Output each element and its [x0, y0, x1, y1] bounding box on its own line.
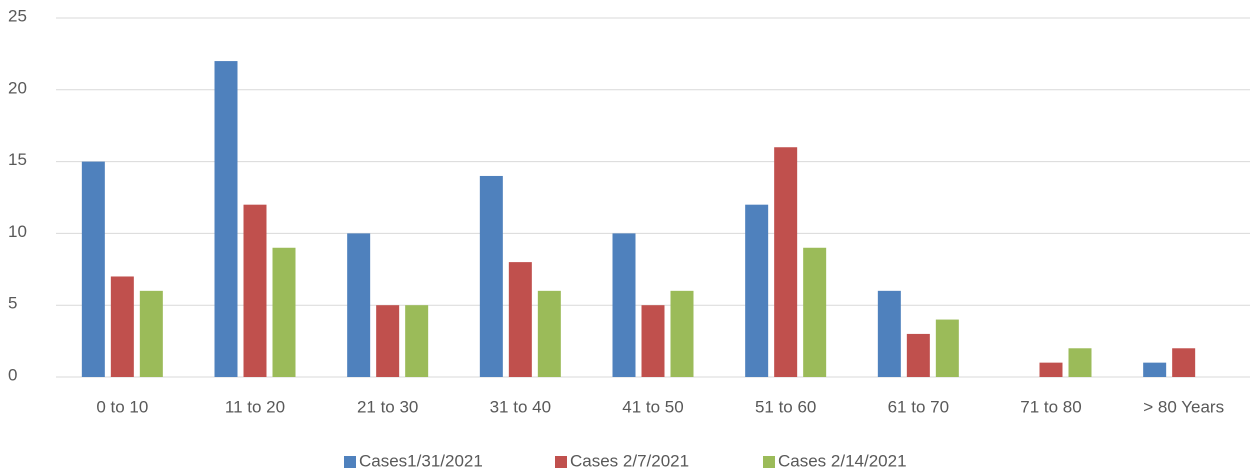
bar — [641, 305, 665, 377]
legend-label: Cases 2/7/2021 — [570, 451, 689, 470]
y-tick-label: 5 — [8, 294, 17, 313]
x-tick-label: > 80 Years — [1143, 397, 1224, 416]
bar — [612, 233, 636, 377]
bar — [110, 276, 134, 377]
x-tick-label: 11 to 20 — [225, 397, 285, 416]
bar — [81, 161, 105, 377]
x-tick-label: 0 to 10 — [96, 397, 148, 416]
bar — [347, 233, 371, 377]
bar — [272, 247, 296, 377]
x-tick-label: 31 to 40 — [490, 397, 551, 416]
bar — [1068, 348, 1092, 377]
legend-swatch — [344, 456, 356, 468]
bar — [877, 290, 901, 377]
x-tick-label: 51 to 60 — [755, 397, 816, 416]
bar — [1172, 348, 1196, 377]
legend-swatch — [763, 456, 775, 468]
x-tick-label: 41 to 50 — [622, 397, 683, 416]
legend-label: Cases1/31/2021 — [359, 451, 483, 470]
bar — [376, 305, 400, 377]
x-tick-label: 21 to 30 — [357, 397, 418, 416]
legend-label: Cases 2/14/2021 — [778, 451, 907, 470]
bar — [243, 204, 267, 377]
bar — [670, 290, 694, 377]
x-tick-label: 71 to 80 — [1020, 397, 1081, 416]
bar — [803, 247, 827, 377]
x-tick-label: 61 to 70 — [888, 397, 949, 416]
y-tick-label: 25 — [8, 6, 27, 25]
bar — [139, 290, 163, 377]
bar — [405, 305, 429, 377]
y-tick-label: 20 — [8, 78, 27, 97]
bar — [1039, 362, 1063, 377]
bar — [1143, 362, 1167, 377]
bar — [774, 147, 798, 377]
bar — [214, 61, 238, 378]
y-tick-label: 15 — [8, 150, 27, 169]
bar — [935, 319, 959, 377]
bar — [906, 333, 930, 377]
bar — [745, 204, 769, 377]
legend-swatch — [555, 456, 567, 468]
y-tick-label: 10 — [8, 222, 27, 241]
bar — [508, 262, 532, 377]
bar — [537, 290, 561, 377]
y-tick-label: 0 — [8, 365, 17, 384]
bar — [479, 175, 503, 377]
